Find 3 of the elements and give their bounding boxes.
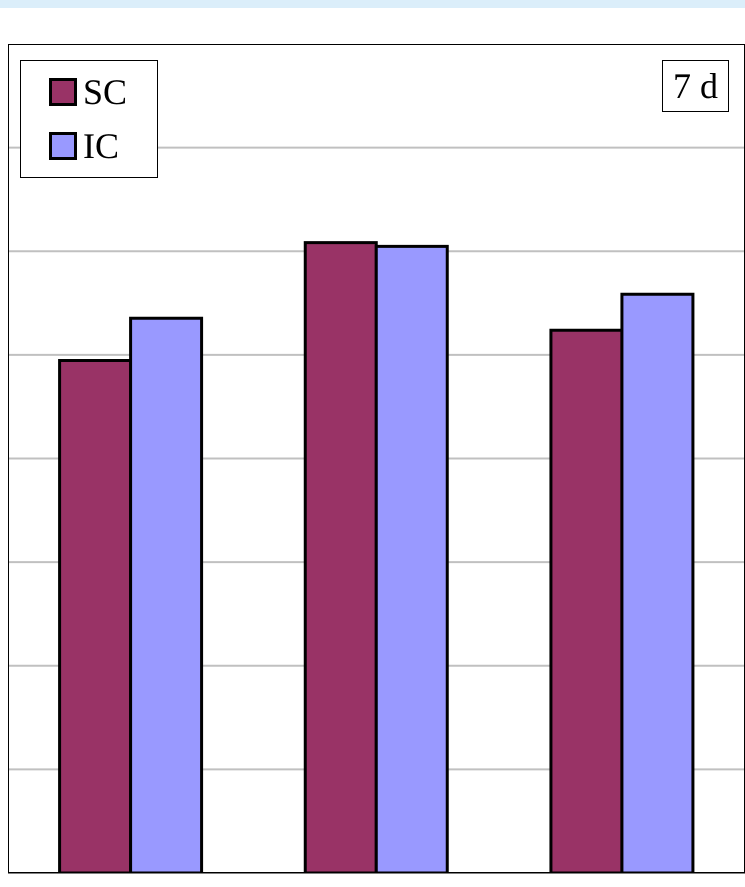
legend-label: SC — [83, 71, 128, 114]
legend-label: IC — [83, 125, 119, 168]
text: 7 d — [662, 60, 729, 112]
